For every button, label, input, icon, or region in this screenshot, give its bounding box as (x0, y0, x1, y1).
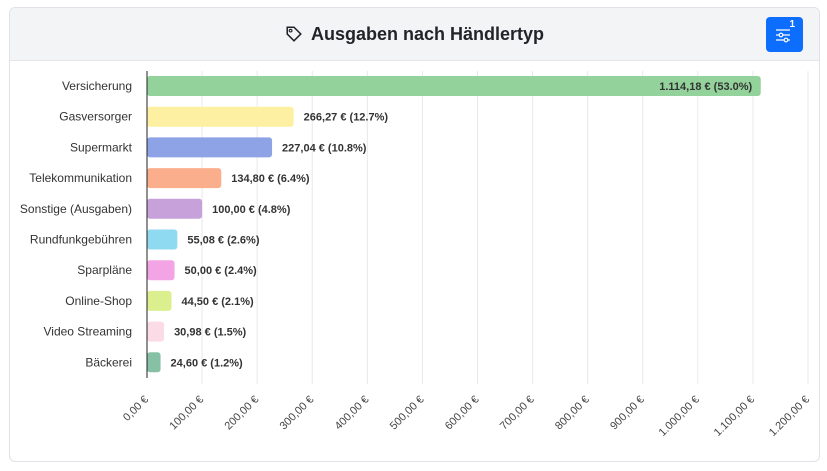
x-tick-label: 600,00 € (443, 394, 482, 433)
bar (147, 229, 178, 250)
data-label: 134,80 € (6.4%) (231, 173, 310, 185)
bar (147, 76, 761, 96)
category-label: Telekommunikation (29, 171, 132, 185)
bar (147, 290, 172, 311)
category-label: Sparpläne (77, 263, 132, 277)
data-label: 50,00 € (2.4%) (185, 265, 257, 277)
tag-icon (286, 26, 302, 42)
x-tick-label: 200,00 € (223, 394, 262, 433)
category-label: Video Streaming (44, 325, 133, 339)
data-label: 227,04 € (10.8%) (282, 142, 367, 154)
bar (147, 260, 175, 281)
category-label: Supermarkt (70, 140, 133, 154)
x-tick-label: 500,00 € (388, 394, 427, 433)
data-label: 30,98 € (1.5%) (174, 327, 246, 339)
x-tick-label: 700,00 € (498, 394, 537, 433)
x-tick-label: 1.200,00 € (767, 394, 812, 439)
filter-count-badge: 1 (789, 19, 795, 30)
category-label: Versicherung (62, 79, 132, 93)
filter-button[interactable]: 1 (766, 17, 803, 52)
x-tick-label: 100,00 € (167, 394, 206, 433)
x-tick-label: 400,00 € (333, 394, 372, 433)
data-label: 24,60 € (1.2%) (171, 357, 243, 369)
bar (147, 352, 161, 373)
data-label: 44,50 € (2.1%) (182, 296, 254, 308)
sliders-icon (776, 29, 790, 43)
x-tick-label: 1.000,00 € (657, 394, 702, 439)
x-tick-label: 1.100,00 € (712, 394, 757, 439)
card-header: Ausgaben nach Händlertyp 1 (10, 8, 819, 61)
data-label: 55,08 € (2.6%) (187, 235, 259, 247)
bar (147, 321, 165, 342)
bar (147, 137, 273, 158)
bar-chart: 0,00 € 100,00 € 200,00 € 300,00 € 400,00 € 50… (20, 71, 812, 439)
bar (147, 168, 222, 189)
x-tick-label: 800,00 € (553, 394, 592, 433)
data-label: 1.114,18 € (53.0%) (659, 81, 752, 93)
bar (147, 198, 203, 219)
x-tick-label: 0,00 € (121, 394, 151, 424)
chart-title: Ausgaben nach Händlertyp (310, 23, 545, 44)
data-label: 100,00 € (4.8%) (212, 204, 291, 216)
category-label: Gasversorger (59, 110, 132, 124)
x-tick-label: 300,00 € (278, 394, 317, 433)
category-label: Bäckerei (85, 355, 132, 369)
data-label: 266,27 € (12.7%) (304, 112, 389, 124)
x-tick-label: 900,00 € (608, 394, 647, 433)
chart-card: Ausgaben nach Händlertyp 1 0,00 € 100,00 … (9, 7, 820, 462)
category-label: Online-Shop (65, 294, 132, 308)
category-label: Rundfunkgebühren (30, 233, 132, 247)
bar (147, 106, 294, 127)
category-label: Sonstige (Ausgaben) (20, 202, 132, 216)
